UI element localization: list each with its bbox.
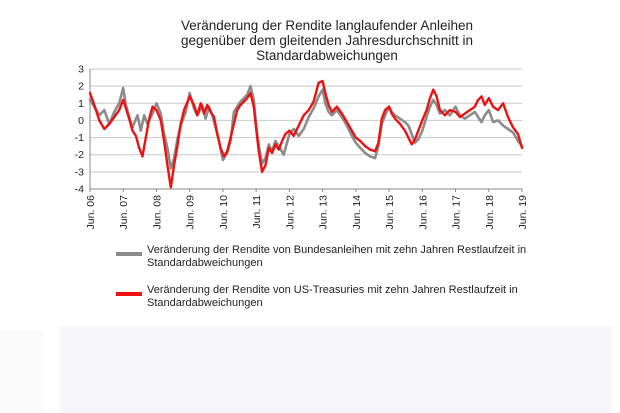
y-tick-label: -3 xyxy=(75,166,84,178)
x-tick-label: Jun. 19 xyxy=(517,195,529,230)
y-tick-label: -2 xyxy=(75,149,84,161)
legend-item-ust: Veränderung der Rendite von US-Treasurie… xyxy=(116,284,546,320)
chart-title-line-3: Standardabweichungen xyxy=(256,48,398,63)
y-tick-label: -1 xyxy=(75,132,84,144)
x-tick-label: Jun. 09 xyxy=(185,195,197,230)
x-tick-label: Jun. 07 xyxy=(118,195,130,230)
x-tick-label: Jun. 18 xyxy=(484,195,496,230)
series-line-ust xyxy=(88,79,524,189)
x-tick-label: Jun. 11 xyxy=(251,195,263,229)
y-tick-label: 3 xyxy=(78,64,84,76)
x-tick-label: Jun. 15 xyxy=(384,195,396,230)
chart-title: Veränderung der Rendite langlaufender An… xyxy=(92,18,562,63)
x-tick-label: Jun. 10 xyxy=(218,195,230,230)
series-line-bund xyxy=(88,84,524,170)
x-tick-label: Jun. 17 xyxy=(451,195,463,230)
y-tick-label: -4 xyxy=(75,184,84,196)
x-tick-label: Jun. 14 xyxy=(351,195,363,230)
y-tick-label: 2 xyxy=(78,81,84,93)
x-tick-label: Jun. 16 xyxy=(417,195,429,230)
x-tick-label: Jun. 08 xyxy=(151,195,163,230)
legend-swatch-bund xyxy=(116,252,142,256)
y-tick-label: 0 xyxy=(78,115,84,127)
legend-label-bund: Veränderung der Rendite von Bundesanleih… xyxy=(147,244,527,269)
y-tick-label: 1 xyxy=(78,98,84,110)
x-tick-label: Jun. 12 xyxy=(284,195,296,230)
chart-title-line-2: gegenüber dem gleitenden Jahresdurchschn… xyxy=(181,33,473,48)
legend-swatch-ust xyxy=(116,292,142,296)
chart-card: Veränderung der Rendite langlaufender An… xyxy=(52,8,572,320)
x-tick-label: Jun. 13 xyxy=(318,195,330,230)
background-panel-left xyxy=(0,330,44,413)
background-panel xyxy=(60,326,612,413)
chart-legend: Veränderung der Rendite von Bundesanleih… xyxy=(116,244,546,324)
chart-title-line-1: Veränderung der Rendite langlaufender An… xyxy=(181,18,473,33)
legend-label-ust: Veränderung der Rendite von US-Treasurie… xyxy=(147,284,518,309)
legend-item-bund: Veränderung der Rendite von Bundesanleih… xyxy=(116,244,546,280)
x-tick-label: Jun. 06 xyxy=(85,195,97,230)
